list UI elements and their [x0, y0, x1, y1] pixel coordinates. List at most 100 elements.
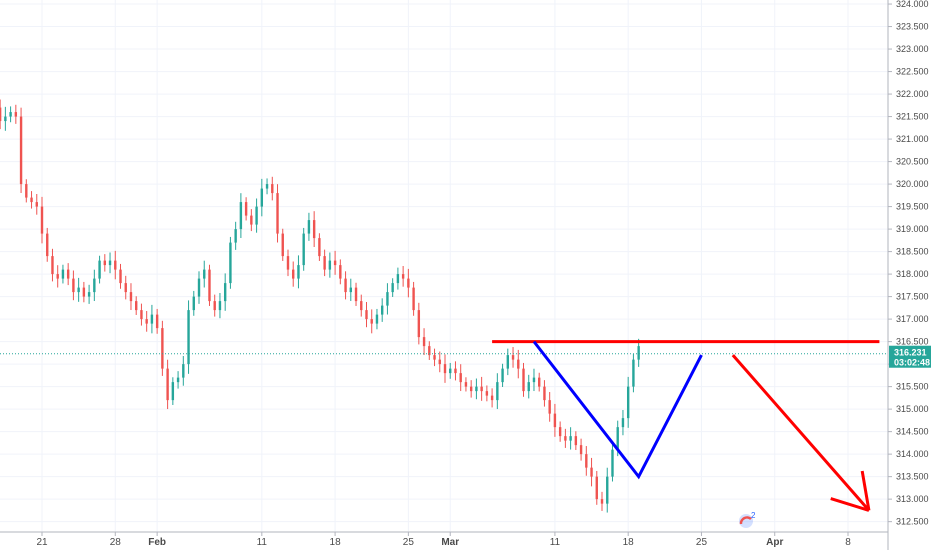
candle-body	[349, 287, 352, 293]
candle	[339, 259, 342, 285]
candle	[464, 377, 468, 392]
candle-body	[443, 364, 447, 374]
candle-body	[302, 233, 305, 266]
y-tick-label: 318.500	[896, 247, 929, 257]
candle	[569, 427, 572, 450]
y-tick-label: 322.500	[896, 67, 929, 77]
candle	[98, 255, 101, 284]
candle	[4, 106, 7, 131]
candle-body	[51, 256, 54, 275]
candle-body	[590, 467, 593, 477]
candle-body	[564, 436, 567, 441]
candle	[585, 446, 588, 476]
candle	[255, 198, 258, 233]
x-tick-label: 21	[36, 537, 48, 548]
candle-body	[370, 319, 373, 324]
candle-body	[213, 301, 216, 311]
candle	[192, 290, 195, 316]
y-tick-label: 312.500	[896, 517, 929, 527]
candle-body	[155, 314, 159, 329]
candle	[286, 249, 290, 277]
candle	[449, 362, 452, 379]
candle-body	[46, 233, 49, 257]
candle-body	[218, 301, 222, 311]
candle	[553, 403, 557, 437]
candle-body	[9, 112, 12, 117]
candle	[386, 283, 389, 315]
x-axis[interactable]: 21 28 Feb 11 18 25 Mar 11 18 25 Apr 8	[0, 531, 888, 548]
candle	[323, 249, 326, 277]
y-tick-label: 321.000	[896, 134, 929, 144]
y-tick-label: 323.000	[896, 44, 929, 54]
candle	[108, 252, 112, 274]
candle-body	[490, 395, 494, 401]
event-icon[interactable]: 2	[739, 511, 756, 528]
price-badge: 316.231 03:02:48	[889, 345, 931, 368]
candle	[606, 467, 609, 513]
x-tick-label: Feb	[148, 537, 166, 548]
candle	[370, 309, 373, 334]
candle-body	[422, 337, 426, 347]
candle	[307, 212, 311, 241]
candle	[182, 356, 185, 386]
x-tick-label: 11	[257, 537, 268, 548]
candle	[166, 359, 169, 410]
candle-body	[407, 278, 410, 288]
candle-body	[82, 287, 86, 297]
candle	[579, 438, 583, 461]
candle	[626, 376, 630, 428]
forecast-arrow-head	[830, 497, 870, 512]
candle-body	[150, 314, 154, 324]
candle-body	[611, 449, 614, 477]
candle	[365, 302, 368, 328]
candle	[344, 271, 347, 300]
candle	[234, 221, 237, 250]
y-tick-label: 320.000	[896, 179, 929, 189]
candle-body	[103, 260, 107, 266]
candle	[140, 303, 143, 326]
x-tick-label: 8	[845, 537, 851, 548]
candle-body	[229, 242, 232, 284]
candle-body	[511, 355, 515, 360]
candle	[103, 254, 107, 272]
candle-body	[391, 283, 394, 293]
candle	[292, 261, 295, 287]
y-tick-label: 319.500	[896, 202, 929, 212]
candle-body	[339, 265, 342, 279]
candle-body	[365, 310, 368, 320]
candle	[590, 457, 593, 487]
candle-body	[637, 346, 640, 360]
candle	[360, 294, 363, 317]
candle-body	[281, 233, 284, 257]
candle-body	[480, 386, 483, 392]
candle-body	[438, 359, 441, 365]
candle	[302, 227, 305, 271]
candle	[318, 233, 321, 261]
candle-body	[433, 355, 436, 360]
candle	[558, 421, 562, 442]
candle	[511, 347, 515, 368]
x-tick-label: Mar	[441, 537, 459, 548]
candle	[621, 410, 625, 436]
candle-body	[354, 287, 358, 302]
x-tick-label: 18	[623, 537, 635, 548]
y-axis[interactable]: 312.500 313.000 313.500 314.000 314.500 315.0…	[887, 0, 929, 550]
candle	[271, 176, 274, 201]
candle	[354, 282, 358, 306]
forecast-arrow[interactable]	[731, 354, 871, 512]
candle	[297, 255, 300, 289]
price-badge-bg	[889, 345, 931, 368]
x-tick-label: 28	[110, 537, 122, 548]
candle-body	[135, 301, 138, 311]
candle-body	[428, 346, 431, 356]
candle-body	[506, 355, 510, 369]
candle-body	[548, 400, 551, 414]
candle	[114, 250, 117, 280]
candle-body	[244, 202, 248, 216]
candle	[129, 283, 133, 311]
candle	[407, 268, 410, 298]
pattern-line[interactable]	[532, 340, 703, 480]
candle-body	[176, 377, 180, 383]
candle-body	[0, 107, 2, 122]
